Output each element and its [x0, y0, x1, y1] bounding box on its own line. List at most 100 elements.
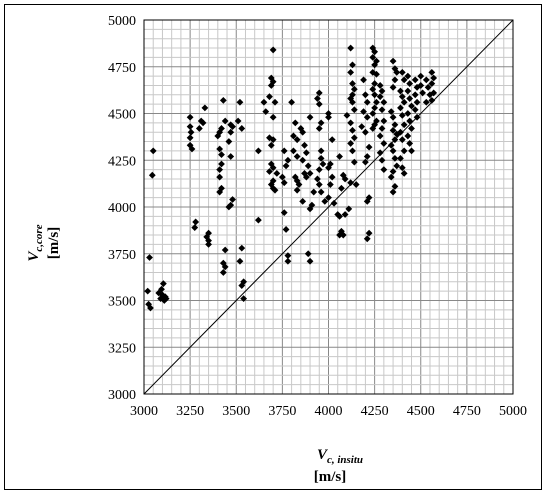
data-point — [314, 175, 321, 183]
data-point — [369, 125, 377, 132]
data-point — [325, 164, 332, 172]
data-point — [315, 181, 323, 188]
y-axis-subscript: c,core — [33, 224, 45, 251]
data-point — [284, 252, 292, 260]
data-point — [406, 95, 414, 102]
data-point — [428, 97, 436, 104]
data-point — [227, 153, 235, 160]
data-point — [205, 237, 212, 245]
data-point — [284, 156, 292, 164]
data-point — [147, 304, 154, 312]
data-point — [225, 138, 233, 145]
data-point — [350, 106, 358, 114]
data-point — [397, 104, 404, 112]
data-point — [360, 76, 367, 84]
data-point — [214, 132, 222, 140]
data-point — [362, 91, 369, 99]
data-point — [371, 91, 379, 99]
data-point — [345, 205, 353, 213]
data-point — [203, 233, 211, 241]
data-point — [389, 168, 397, 175]
data-point — [371, 48, 379, 56]
data-point — [424, 83, 432, 91]
data-point — [380, 140, 388, 147]
x-axis-unit: [m/s] — [314, 469, 347, 485]
data-point — [369, 110, 377, 117]
data-point — [236, 257, 244, 265]
data-point — [304, 162, 312, 170]
data-point — [376, 132, 384, 140]
data-point — [349, 61, 356, 69]
data-point — [314, 95, 321, 102]
data-point — [347, 179, 355, 187]
data-point — [240, 278, 248, 286]
data-point — [188, 145, 196, 153]
data-point — [362, 158, 369, 166]
data-point — [306, 257, 314, 265]
data-point — [325, 113, 332, 121]
data-point — [216, 188, 224, 196]
data-point — [216, 166, 224, 173]
data-point — [404, 132, 412, 140]
data-point — [282, 226, 290, 233]
data-point — [352, 181, 360, 188]
data-point — [267, 181, 275, 188]
data-point — [321, 197, 329, 205]
data-point — [328, 136, 336, 144]
data-point — [380, 98, 388, 106]
data-point — [404, 87, 412, 95]
x-tick-label: 3500 — [222, 404, 250, 419]
y-tick-label: 5000 — [108, 14, 136, 29]
data-point — [199, 119, 207, 127]
data-point — [216, 145, 224, 153]
data-point — [350, 134, 358, 142]
x-tick-label: 4500 — [407, 404, 435, 419]
data-point — [373, 70, 380, 78]
data-point — [191, 224, 199, 231]
data-point — [238, 244, 246, 252]
data-point — [221, 117, 229, 125]
data-point — [406, 80, 414, 87]
data-point — [391, 154, 399, 162]
data-point — [347, 68, 355, 76]
y-tick-label: 3000 — [108, 388, 136, 403]
data-point — [186, 141, 194, 149]
data-point — [269, 164, 277, 172]
data-point — [317, 147, 325, 155]
data-point — [363, 197, 371, 205]
data-point — [157, 295, 165, 303]
data-point — [378, 125, 386, 132]
data-point — [325, 194, 332, 202]
data-point — [376, 93, 384, 101]
data-point — [365, 143, 373, 151]
y-tick-label: 3250 — [108, 341, 136, 356]
data-point — [254, 147, 262, 155]
data-point — [160, 297, 168, 304]
data-point — [269, 136, 277, 144]
data-point — [413, 83, 421, 91]
data-point — [349, 126, 356, 134]
data-point — [339, 231, 347, 239]
data-point — [376, 82, 384, 89]
data-point — [280, 179, 288, 187]
data-point — [369, 85, 377, 93]
data-point — [290, 147, 297, 155]
data-point — [393, 162, 401, 170]
data-point — [347, 140, 355, 147]
data-point — [343, 111, 351, 119]
data-point — [411, 91, 419, 99]
data-point — [315, 125, 323, 132]
data-point — [221, 263, 229, 271]
x-tick-label: 4750 — [453, 404, 481, 419]
data-point — [306, 113, 314, 121]
x-axis-title: Vc, insitu — [317, 447, 363, 466]
data-point — [389, 126, 397, 134]
data-point — [419, 89, 426, 97]
data-point — [186, 113, 194, 121]
data-point — [336, 212, 343, 220]
data-point — [398, 93, 406, 101]
data-point — [397, 87, 404, 95]
data-point — [229, 196, 236, 203]
data-point — [306, 169, 314, 177]
data-point — [389, 57, 397, 65]
